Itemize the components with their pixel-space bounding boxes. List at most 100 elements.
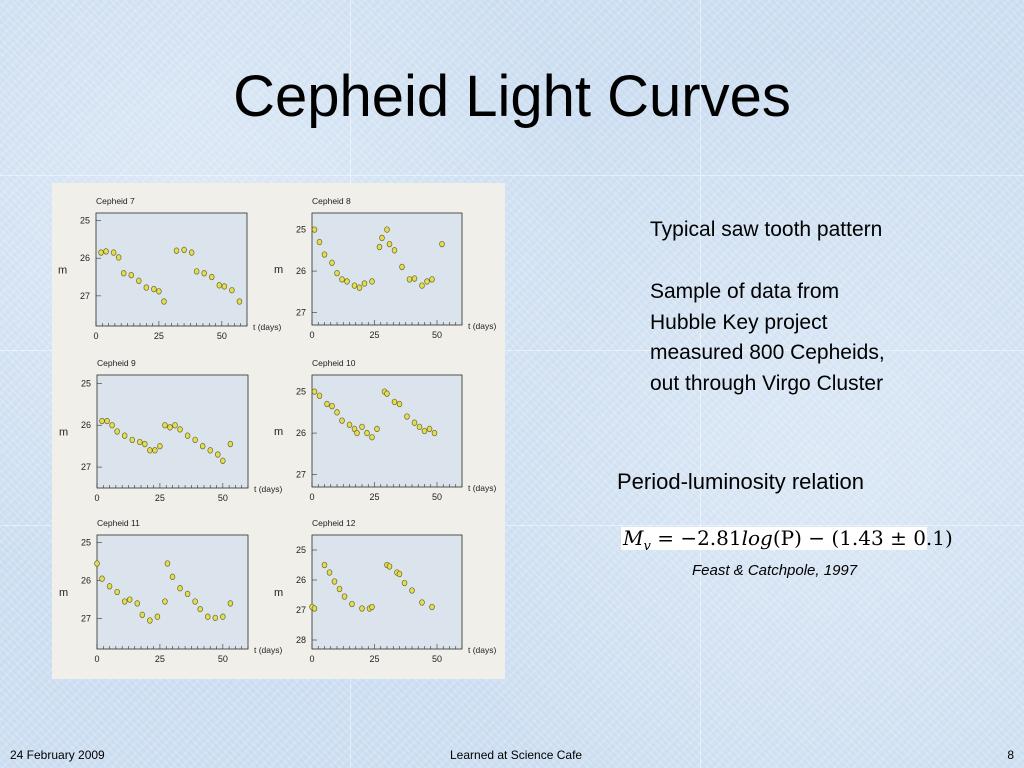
data-point — [339, 276, 345, 283]
data-point — [192, 598, 198, 605]
footer-date: 24 February 2009 — [10, 748, 105, 762]
y-tick-label: 26 — [296, 575, 306, 585]
y-tick-label: 28 — [296, 635, 306, 645]
data-point — [369, 603, 375, 611]
y-tick-label: 26 — [81, 576, 91, 586]
data-point — [193, 268, 200, 275]
data-point — [331, 578, 338, 585]
data-point — [98, 249, 104, 256]
y-tick-label: 25 — [296, 545, 306, 555]
data-point — [324, 400, 330, 408]
x-tick-label: 50 — [432, 654, 442, 664]
data-point — [384, 226, 390, 233]
y-tick-label: 27 — [296, 605, 306, 615]
y-tick-label: 25 — [80, 216, 90, 226]
formula-lhs: M — [623, 526, 644, 550]
data-point — [110, 249, 117, 256]
data-point — [192, 436, 198, 444]
y-axis-label: m — [274, 426, 283, 438]
data-point — [409, 587, 415, 594]
data-point — [311, 605, 318, 612]
data-point — [129, 436, 135, 444]
data-point — [134, 600, 141, 607]
data-point — [120, 270, 127, 277]
formula-rest: (P) − (1.43 ± 0.1) — [772, 526, 953, 550]
data-point — [311, 226, 318, 233]
x-tick-label: 25 — [155, 493, 165, 503]
y-tick-label: 27 — [81, 614, 91, 624]
data-point — [376, 243, 383, 251]
y-axis-label: m — [58, 265, 67, 277]
data-point — [346, 421, 353, 428]
tile-seam-vertical-2 — [700, 0, 701, 768]
data-point — [379, 234, 385, 242]
y-tick-label: 27 — [296, 308, 306, 318]
data-point — [143, 284, 150, 291]
data-point — [157, 442, 163, 450]
data-point — [115, 254, 122, 261]
data-point — [99, 417, 105, 425]
data-point — [334, 269, 340, 277]
data-point — [229, 287, 235, 294]
data-point — [421, 427, 428, 435]
data-point — [156, 288, 162, 295]
data-point — [361, 280, 368, 287]
data-point — [106, 583, 113, 590]
plot-area — [311, 534, 463, 650]
data-point — [321, 561, 328, 569]
data-point — [209, 273, 215, 281]
data-point — [419, 282, 425, 289]
x-axis-label: t (days) — [468, 483, 497, 493]
panel-title: Cepheid 7 — [96, 196, 135, 206]
data-point — [369, 434, 375, 441]
x-tick-label: 25 — [155, 654, 165, 664]
sample-line: out through Virgo Cluster — [650, 371, 884, 395]
panel-title: Cepheid 10 — [312, 358, 356, 368]
data-point — [406, 276, 413, 283]
data-point — [126, 596, 133, 603]
y-tick-label: 26 — [296, 428, 306, 438]
data-point — [136, 277, 142, 284]
y-tick-label: 27 — [80, 291, 90, 301]
plot-area — [96, 534, 249, 650]
data-point — [321, 251, 328, 258]
x-tick-label: 50 — [432, 492, 442, 502]
panel-title: Cepheid 9 — [97, 358, 136, 368]
data-point — [188, 249, 195, 256]
data-point — [154, 613, 161, 620]
y-tick-label: 26 — [80, 253, 90, 263]
x-axis-label: t (days) — [254, 484, 283, 494]
data-point — [172, 422, 178, 429]
data-point — [356, 284, 363, 291]
plot-area — [96, 374, 249, 489]
data-point — [197, 605, 203, 613]
data-point — [220, 457, 226, 464]
typical-pattern-text: Typical saw tooth pattern — [650, 218, 883, 241]
data-point — [329, 402, 335, 410]
tile-seam-horizontal-3 — [0, 525, 1024, 526]
y-axis-label: m — [274, 587, 283, 599]
data-point — [341, 593, 348, 600]
data-point — [396, 570, 403, 578]
footer-page-number: 8 — [1007, 748, 1014, 762]
data-point — [114, 428, 120, 435]
x-axis-label: t (days) — [468, 321, 497, 331]
x-tick-label: 0 — [94, 493, 99, 503]
data-point — [142, 440, 148, 448]
data-point — [162, 598, 168, 605]
formula-coefficient: = −2.81 — [650, 526, 742, 550]
tile-seam-horizontal-1 — [0, 175, 1024, 176]
y-tick-label: 27 — [296, 470, 306, 480]
data-point — [344, 278, 350, 285]
data-point — [201, 270, 207, 277]
period-luminosity-formula: Mv = −2.81log(P) − (1.43 ± 0.1) — [621, 526, 953, 554]
data-point — [359, 605, 365, 612]
data-point — [386, 240, 393, 248]
data-point — [326, 569, 333, 576]
data-point — [109, 422, 115, 429]
data-point — [121, 598, 128, 605]
data-point — [151, 285, 157, 293]
data-point — [439, 240, 445, 248]
data-point — [121, 432, 128, 439]
